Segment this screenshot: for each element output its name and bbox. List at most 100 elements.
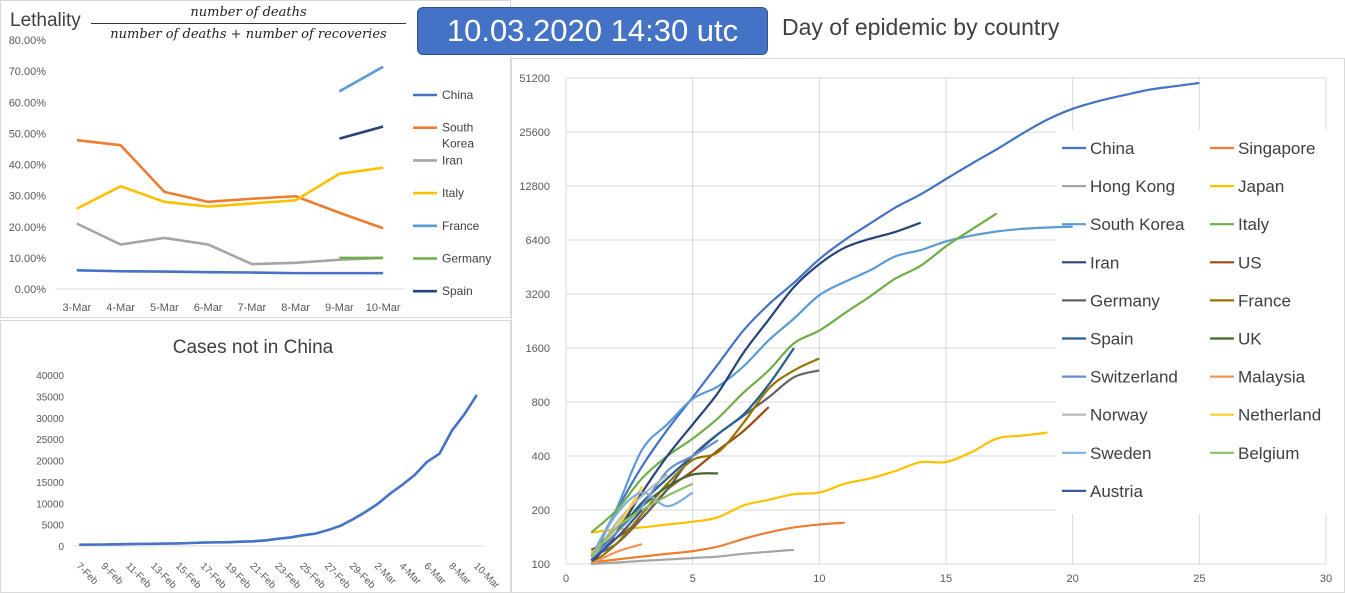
x-tick-label: 6-Mar <box>194 302 223 314</box>
x-tick-label: 13-Feb <box>148 561 178 591</box>
y-tick-label: 50.00% <box>9 128 47 140</box>
y-tick-label: 25000 <box>36 435 64 446</box>
formula-numerator: number of deaths <box>91 5 406 24</box>
x-tick-label: 15 <box>940 573 952 585</box>
legend-label-iran: Iran <box>442 153 463 167</box>
y-tick-label: 51200 <box>519 73 550 85</box>
series-line-south-korea <box>590 225 1073 562</box>
x-tick-label: 0 <box>563 573 569 585</box>
y-tick-label: 100 <box>532 559 550 571</box>
x-tick-label: 10 <box>813 573 825 585</box>
y-tick-label: 3200 <box>526 289 550 301</box>
y-tick-label: 40.00% <box>9 160 47 172</box>
legend-label-singapore: Singapore <box>1238 139 1316 158</box>
series-line-france <box>338 65 384 93</box>
series-line-italy <box>590 212 998 534</box>
series-line-hong-kong <box>591 548 795 566</box>
x-tick-label: 11-Feb <box>123 561 153 591</box>
x-tick-label: 5 <box>690 573 696 585</box>
lethality-formula: number of deaths number of deaths + numb… <box>91 5 406 42</box>
y-tick-label: 12800 <box>519 181 550 193</box>
x-tick-label: 9-Mar <box>325 302 354 314</box>
x-tick-label: 4-Mar <box>106 302 135 314</box>
legend-label-france: France <box>442 219 480 233</box>
y-tick-label: 70.00% <box>9 66 47 78</box>
lethality-chart: 0.00% 10.00% 20.00% 30.00% 40.00% 50.00% 60.00… <box>9 35 492 314</box>
y-tick-label: 6400 <box>526 235 550 247</box>
cases-chart: Cases not in China 0 5000 10000 15000 20000 25… <box>36 337 502 592</box>
y-tick-label: 20000 <box>36 457 64 468</box>
formula-denominator: number of deaths + number of recoveries <box>110 27 387 42</box>
series-line-singapore <box>591 521 845 564</box>
legend-label-iran: Iran <box>1090 253 1119 272</box>
series-line-switzerland <box>590 439 719 561</box>
series-line-spain <box>339 125 384 140</box>
x-tick-label: 4-Mar <box>397 561 424 588</box>
legend-label-spain: Spain <box>442 284 473 298</box>
series-line-china <box>590 81 1200 558</box>
y-tick-label: 80.00% <box>9 35 47 47</box>
y-tick-label: 0.00% <box>15 284 46 296</box>
series-line-china <box>76 269 384 275</box>
legend-label-belgium: Belgium <box>1238 444 1299 463</box>
y-tick-label: 30000 <box>36 414 64 425</box>
legend-label-netherland: Netherland <box>1238 406 1321 425</box>
x-tick-label: 10-Mar <box>366 302 401 314</box>
y-tick-label: 200 <box>532 505 550 517</box>
y-tick-label: 25600 <box>519 127 550 139</box>
y-tick-label: 15000 <box>36 478 64 489</box>
date-badge: 10.03.2020 14:30 utc <box>417 7 768 55</box>
x-tick-label: 25-Feb <box>297 561 327 591</box>
x-tick-label: 5-Mar <box>150 302 179 314</box>
legend-label-japan: Japan <box>1238 177 1284 196</box>
legend-label-austria: Austria <box>1090 482 1143 501</box>
x-tick-label: 19-Feb <box>223 561 253 591</box>
cases-chart-title: Cases not in China <box>173 337 334 358</box>
legend-label-france: France <box>1238 291 1291 310</box>
x-tick-label: 23-Feb <box>272 561 302 591</box>
legend-label-sweden: Sweden <box>1090 444 1151 463</box>
series-line-austria <box>590 509 643 562</box>
series-line-italy <box>76 166 384 210</box>
series-line-malaysia <box>590 543 643 565</box>
series-line-japan <box>591 431 1048 534</box>
x-tick-label: 7-Mar <box>238 302 267 314</box>
y-tick-label: 20.00% <box>9 222 47 234</box>
x-tick-label: 30 <box>1320 573 1332 585</box>
x-tick-label: 10-Mar <box>471 561 502 592</box>
x-tick-label: 3-Mar <box>63 302 92 314</box>
legend-label-uk: UK <box>1238 330 1262 349</box>
x-tick-label: 20 <box>1067 573 1079 585</box>
y-tick-label: 0 <box>58 542 64 553</box>
legend-label-germany: Germany <box>442 252 491 266</box>
y-tick-label: 400 <box>532 451 550 463</box>
lethality-label: Lethality <box>10 10 81 31</box>
y-tick-label: 40000 <box>36 371 64 382</box>
legend-label-italy: Italy <box>442 186 464 200</box>
legend-label-hong-kong: Hong Kong <box>1090 177 1175 196</box>
x-tick-label: 17-Feb <box>198 561 228 591</box>
y-tick-label: 800 <box>532 397 550 409</box>
y-tick-label: 10.00% <box>9 253 47 265</box>
legend-label-us: US <box>1238 253 1262 272</box>
y-tick-label: 60.00% <box>9 97 47 109</box>
y-tick-label: 10000 <box>36 499 64 510</box>
legend-label-malaysia: Malaysia <box>1238 368 1306 387</box>
legend-label-italy: Italy <box>1238 215 1270 234</box>
day-chart-title: Day of epidemic by country <box>782 14 1060 40</box>
x-tick-label: 8-Mar <box>446 561 473 588</box>
y-tick-label: 30.00% <box>9 191 47 203</box>
legend-label-switzerland: Switzerland <box>1090 368 1178 387</box>
x-tick-label: 27-Feb <box>322 561 352 591</box>
x-tick-label: 29-Feb <box>347 561 377 591</box>
series-line-sweden <box>590 491 694 558</box>
series-line-south-korea <box>76 138 384 230</box>
y-tick-label: 5000 <box>42 521 65 532</box>
legend-label-norway: Norway <box>1090 406 1148 425</box>
legend-label-china: China <box>442 88 474 102</box>
series-line-iran <box>590 221 922 565</box>
legend-background <box>1056 130 1338 514</box>
legend-label-south-korea: South Korea <box>1090 215 1185 234</box>
x-tick-label: 6-Mar <box>421 561 448 588</box>
series-line-cases <box>79 394 478 547</box>
